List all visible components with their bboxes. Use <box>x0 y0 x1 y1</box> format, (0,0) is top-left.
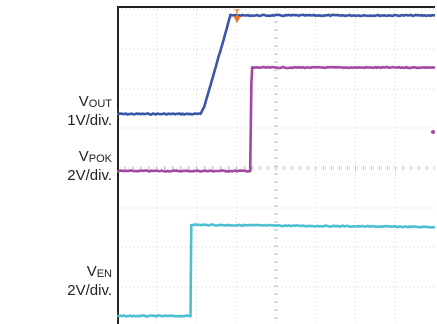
vout-label: VOUT 1V/div. <box>12 93 112 130</box>
ven-name: VEN <box>86 263 112 280</box>
scope-traces <box>117 13 435 318</box>
vpok-level-dot <box>431 130 435 134</box>
vpok-trace <box>117 65 435 173</box>
vpok-label: VPOK 2V/div. <box>12 148 112 185</box>
vout-name: VOUT <box>78 93 112 110</box>
scope-grid <box>117 6 435 324</box>
trigger-marker-label: T <box>234 8 240 18</box>
ven-trace <box>117 223 435 318</box>
trigger-arrow-icon <box>233 16 241 23</box>
oscilloscope-screen: T 1 3 2 <box>117 6 435 324</box>
vpok-scale: 2V/div. <box>67 167 112 184</box>
ven-label: VEN 2V/div. <box>12 263 112 300</box>
vout-trace <box>117 13 435 116</box>
vpok-name: VPOK <box>78 148 112 165</box>
trigger-marker: T <box>233 8 241 23</box>
ven-scale: 2V/div. <box>67 282 112 299</box>
scope-background <box>117 6 435 324</box>
vout-scale: 1V/div. <box>67 112 112 129</box>
